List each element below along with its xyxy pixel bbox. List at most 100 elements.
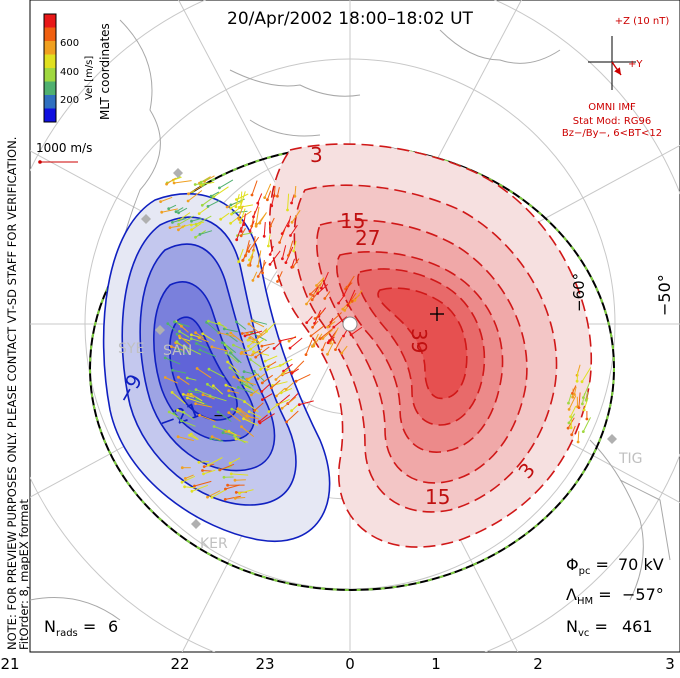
velocity-vector-origin [354,299,357,302]
velocity-vector-origin [186,397,189,400]
velocity-vector-origin [251,353,254,356]
velocity-vector-origin [227,389,230,392]
velocity-vector-origin [208,368,211,371]
velocity-vector-origin [285,261,288,264]
n-vc-value: 461 [622,617,653,636]
velocity-vector-origin [180,325,183,328]
velocity-vector-origin [276,280,279,283]
velocity-vector-origin [195,388,198,391]
velocity-vector-origin [237,386,240,389]
velocity-vector-origin [229,222,232,225]
velocity-vector-origin [289,234,292,237]
velocity-vector-origin [279,340,282,343]
mlt-tick-23: 23 [255,655,274,673]
velocity-vector-origin [229,366,232,369]
colorbar-label: Vel [m/s] [84,56,95,100]
velocity-vector-origin [259,368,262,371]
velocity-vector [577,371,578,381]
velocity-vector-origin [171,221,174,224]
velocity-vector-origin [229,207,232,210]
pos-contour-label-27: 27 [355,226,380,250]
velocity-vector-origin [326,326,329,329]
velocity-vector-origin [286,209,289,212]
velocity-vector-origin [249,230,252,233]
velocity-vector-origin [227,411,230,414]
mlt-tick-0: 0 [345,655,355,673]
velocity-vector-origin [199,233,202,236]
velocity-vector-origin [199,349,202,352]
velocity-vector-origin [319,337,322,340]
velocity-vector-origin [570,433,573,436]
velocity-vector-origin [190,228,193,231]
velocity-vector-origin [213,425,216,428]
velocity-vector-origin [177,223,180,226]
velocity-vector-origin [341,308,344,311]
velocity-vector-origin [260,390,263,393]
velocity-vector-origin [235,205,238,208]
velocity-vector-origin [287,254,290,257]
velocity-vector-origin [586,418,589,421]
velocity-vector-origin [288,340,291,343]
velocity-vector-origin [248,259,251,262]
colorbar-segment [44,68,56,82]
velocity-vector-origin [267,245,270,248]
velocity-vector-origin [242,259,245,262]
velocity-vector-origin [312,345,315,348]
velocity-vector-origin [178,330,181,333]
mlt-tick-2: 2 [533,655,543,673]
velocity-vector-origin [264,360,267,363]
velocity-vector-origin [211,496,214,499]
velocity-vector-origin [190,337,193,340]
velocity-vector-origin [202,473,205,476]
velocity-vector-origin [251,194,254,197]
velocity-vector-origin [257,335,260,338]
velocity-vector-origin [186,377,189,380]
velocity-vector-origin [222,431,225,434]
velocity-vector-origin [240,425,243,428]
velocity-vector-origin [226,484,229,487]
station-label-sye: SYE [118,341,144,357]
velocity-vector-origin [212,384,215,387]
velocity-vector-origin [239,221,242,224]
velocity-vector-origin [235,491,238,494]
velocity-vector-origin [178,335,181,338]
velocity-vector-origin [279,364,282,367]
velocity-vector-origin [294,195,297,198]
colorbar-segment [44,82,56,96]
station-label-san: SAN [163,343,192,359]
velocity-vector-origin [263,235,266,238]
velocity-vector-origin [585,399,588,402]
velocity-vector-origin [203,465,206,468]
velocity-vector-origin [252,350,255,353]
velocity-vector-origin [254,356,257,359]
velocity-vector-origin [285,421,288,424]
velocity-vector-origin [346,286,349,289]
velocity-vector-origin [234,479,237,482]
velocity-vector-origin [183,485,186,488]
velocity-vector-origin [257,378,260,381]
velocity-vector-origin [568,408,571,411]
velocity-vector-origin [188,390,191,393]
velocity-vector-origin [261,398,264,401]
velocity-vector-origin [237,260,240,263]
coords-label: MLT coordinates [98,23,112,120]
velocity-vector-origin [261,345,264,348]
velocity-vector-origin [221,341,224,344]
velocity-vector-origin [263,196,266,199]
velocity-vector-origin [266,198,269,201]
velocity-vector-origin [241,351,244,354]
velocity-vector-origin [232,376,235,379]
velocity-vector-origin [207,205,210,208]
velocity-vector-origin [177,376,180,379]
lat-label-50: −50° [655,274,674,316]
velocity-vector-origin [573,393,576,396]
velocity-vector-origin [309,293,312,296]
velocity-vector-origin [252,215,255,218]
imf-z-label: +Z (10 nT) [615,16,670,27]
imf-model-line1: Stat Mod: RG96 [573,116,652,127]
velocity-vector-origin [249,348,252,351]
velocity-vector-origin [187,393,190,396]
velocity-vector-origin [241,382,244,385]
velocity-vector-origin [582,396,585,399]
mlt-tick-1: 1 [431,655,441,673]
